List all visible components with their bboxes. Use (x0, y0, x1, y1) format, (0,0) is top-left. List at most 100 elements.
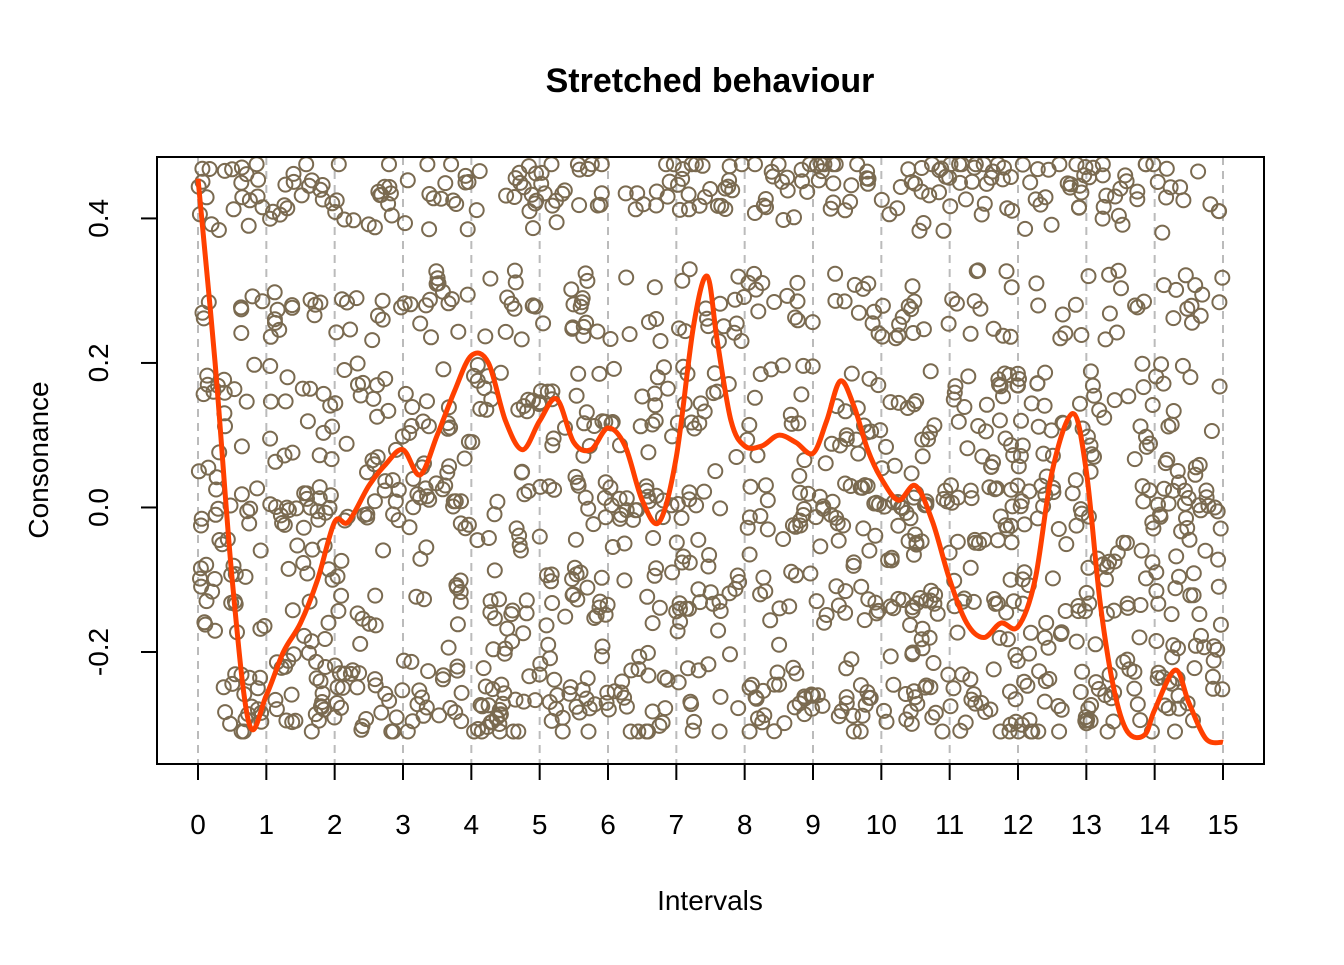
data-point (416, 591, 432, 608)
data-point (690, 581, 707, 598)
data-point (285, 165, 302, 182)
data-point (1029, 161, 1046, 178)
data-point (904, 646, 921, 663)
data-point (1197, 542, 1214, 559)
data-point (1070, 603, 1087, 620)
data-point (421, 186, 438, 202)
data-point (313, 699, 330, 716)
data-point (284, 297, 301, 314)
data-point (866, 303, 883, 320)
data-point (544, 197, 561, 214)
data-point (269, 301, 286, 318)
data-point (904, 602, 921, 619)
data-point (1148, 564, 1165, 581)
data-point (316, 701, 333, 718)
data-point (419, 156, 436, 173)
data-point (249, 680, 266, 697)
data-point (338, 435, 355, 452)
data-point (903, 465, 920, 482)
data-point (1205, 680, 1222, 697)
data-point (728, 315, 745, 332)
data-point (358, 711, 375, 727)
data-point (579, 272, 596, 289)
data-point (1068, 517, 1085, 534)
data-point (274, 515, 291, 531)
data-point (902, 617, 919, 633)
data-point (302, 291, 319, 308)
data-point (419, 393, 435, 410)
data-point (968, 263, 985, 280)
data-point (1168, 548, 1185, 565)
data-point (741, 723, 758, 740)
data-point (944, 291, 961, 308)
data-point (702, 181, 719, 197)
data-point (945, 680, 962, 697)
data-point (567, 468, 584, 485)
x-tick-label: 4 (464, 809, 480, 840)
data-point (452, 593, 469, 610)
data-point (605, 360, 622, 377)
data-point (883, 552, 900, 569)
data-point (370, 307, 386, 324)
data-point (885, 676, 902, 693)
y-axis-label: Consonance (23, 381, 54, 538)
data-point (825, 175, 842, 192)
data-point (216, 162, 233, 179)
data-point (457, 520, 474, 537)
data-point (921, 629, 938, 646)
x-axis-label: Intervals (657, 885, 763, 916)
data-point (287, 712, 304, 729)
data-point (578, 404, 595, 421)
data-point (622, 723, 639, 740)
data-point (997, 517, 1014, 534)
data-point (754, 275, 771, 291)
data-point (673, 510, 690, 526)
data-point (804, 314, 821, 331)
data-point (1080, 559, 1097, 576)
data-point (850, 445, 867, 462)
data-point (1050, 698, 1067, 714)
data-point (330, 603, 347, 619)
data-point (246, 356, 263, 373)
data-point (1187, 466, 1204, 483)
data-point (365, 390, 382, 407)
data-point (367, 677, 384, 694)
data-point (285, 173, 302, 190)
data-point (570, 365, 587, 382)
data-point (1154, 224, 1171, 241)
data-point (1126, 663, 1143, 680)
data-point (712, 500, 729, 517)
data-point (1030, 723, 1047, 740)
data-point (937, 168, 954, 185)
data-point (823, 435, 840, 452)
data-point (962, 671, 979, 688)
data-point (215, 679, 232, 696)
data-point (967, 534, 984, 551)
data-point (1114, 216, 1131, 233)
data-point (1203, 423, 1220, 439)
data-point (902, 510, 919, 527)
data-point (510, 723, 527, 740)
data-point (1209, 641, 1226, 658)
data-point (440, 639, 457, 656)
data-point (1191, 456, 1208, 473)
data-point (996, 365, 1013, 382)
data-point (207, 506, 224, 523)
data-point (766, 294, 783, 310)
data-point (852, 479, 869, 496)
data-point (401, 519, 418, 536)
data-point (1101, 553, 1118, 570)
data-point (1171, 568, 1187, 585)
data-point (329, 679, 346, 696)
data-point (1107, 188, 1124, 205)
data-point (1171, 474, 1187, 491)
data-point (480, 530, 497, 546)
data-point (1134, 355, 1151, 372)
data-point (886, 457, 903, 474)
data-point (945, 391, 962, 408)
data-point (810, 172, 827, 189)
data-point (1182, 369, 1199, 386)
data-point (478, 401, 495, 418)
x-tick-label: 14 (1139, 809, 1170, 840)
